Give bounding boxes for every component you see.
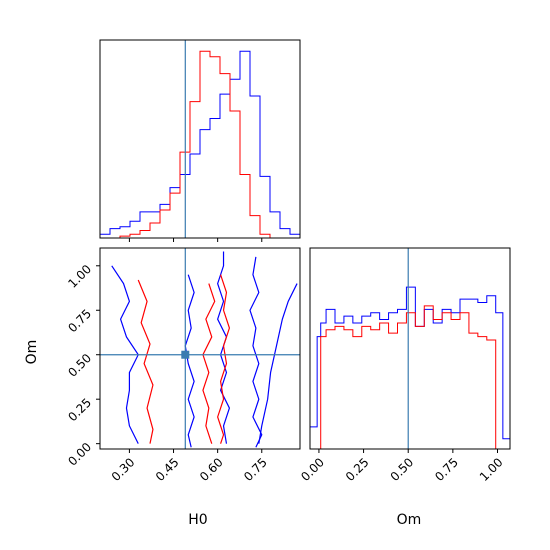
histogram-series-0 bbox=[309, 286, 511, 449]
x-axis-label-h0: H0 bbox=[188, 512, 207, 528]
histogram-series-1 bbox=[100, 50, 300, 239]
histogram-series-0 bbox=[99, 50, 301, 238]
contour-line-1-0 bbox=[137, 279, 154, 444]
contour-line-1-2 bbox=[217, 274, 231, 444]
contour-line-0-1 bbox=[184, 274, 195, 448]
contour-line-0-4 bbox=[258, 283, 298, 444]
panel-frame bbox=[99, 247, 301, 450]
contour-line-1-1 bbox=[202, 283, 216, 444]
panel-frame bbox=[309, 247, 511, 450]
h0-marginal-panel bbox=[99, 39, 301, 242]
panel-frame bbox=[99, 39, 301, 239]
truth-marker bbox=[181, 350, 190, 359]
histogram-series-1 bbox=[320, 305, 497, 449]
x-axis-label-om: Om bbox=[397, 512, 422, 528]
y-axis-label-om: Om bbox=[24, 340, 40, 365]
